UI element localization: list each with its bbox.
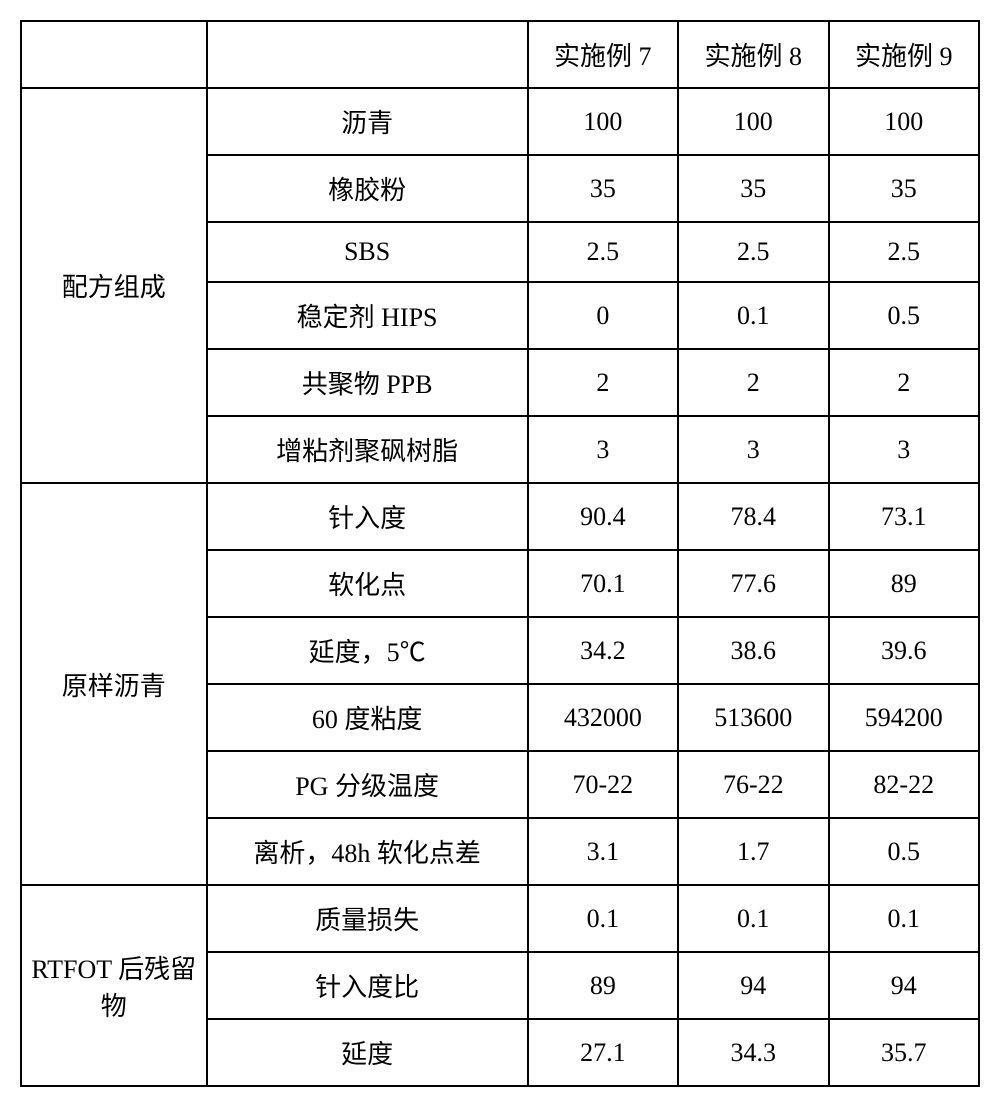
value-cell: 35 bbox=[678, 155, 828, 222]
value-cell: 2 bbox=[678, 349, 828, 416]
value-cell: 2 bbox=[829, 349, 979, 416]
param-cell: 针入度比 bbox=[207, 952, 528, 1019]
value-cell: 89 bbox=[829, 550, 979, 617]
value-cell: 94 bbox=[829, 952, 979, 1019]
value-cell: 73.1 bbox=[829, 483, 979, 550]
param-cell: 稳定剂 HIPS bbox=[207, 282, 528, 349]
value-cell: 0.1 bbox=[678, 282, 828, 349]
value-cell: 90.4 bbox=[528, 483, 678, 550]
value-cell: 38.6 bbox=[678, 617, 828, 684]
value-cell: 35 bbox=[829, 155, 979, 222]
param-cell: 橡胶粉 bbox=[207, 155, 528, 222]
header-col1: 实施例 7 bbox=[528, 21, 678, 88]
table-header-row: 实施例 7 实施例 8 实施例 9 bbox=[21, 21, 979, 88]
value-cell: 432000 bbox=[528, 684, 678, 751]
data-table: 实施例 7 实施例 8 实施例 9 配方组成 沥青 100 100 100 橡胶… bbox=[20, 20, 980, 1087]
param-cell: 离析，48h 软化点差 bbox=[207, 818, 528, 885]
value-cell: 0.1 bbox=[829, 885, 979, 952]
param-cell: 针入度 bbox=[207, 483, 528, 550]
value-cell: 0.5 bbox=[829, 818, 979, 885]
value-cell: 2.5 bbox=[829, 222, 979, 282]
value-cell: 2.5 bbox=[528, 222, 678, 282]
value-cell: 594200 bbox=[829, 684, 979, 751]
group-label: 原样沥青 bbox=[21, 483, 207, 885]
value-cell: 0 bbox=[528, 282, 678, 349]
value-cell: 3 bbox=[528, 416, 678, 483]
value-cell: 94 bbox=[678, 952, 828, 1019]
value-cell: 77.6 bbox=[678, 550, 828, 617]
value-cell: 100 bbox=[829, 88, 979, 155]
value-cell: 3 bbox=[829, 416, 979, 483]
value-cell: 3 bbox=[678, 416, 828, 483]
param-cell: PG 分级温度 bbox=[207, 751, 528, 818]
param-cell: 质量损失 bbox=[207, 885, 528, 952]
group-label: RTFOT 后残留物 bbox=[21, 885, 207, 1086]
param-cell: 60 度粘度 bbox=[207, 684, 528, 751]
group-label: 配方组成 bbox=[21, 88, 207, 483]
value-cell: 35.7 bbox=[829, 1019, 979, 1086]
param-cell: 增粘剂聚砜树脂 bbox=[207, 416, 528, 483]
param-cell: SBS bbox=[207, 222, 528, 282]
param-cell: 延度，5℃ bbox=[207, 617, 528, 684]
value-cell: 513600 bbox=[678, 684, 828, 751]
param-cell: 共聚物 PPB bbox=[207, 349, 528, 416]
value-cell: 100 bbox=[678, 88, 828, 155]
param-cell: 软化点 bbox=[207, 550, 528, 617]
header-col2: 实施例 8 bbox=[678, 21, 828, 88]
param-cell: 沥青 bbox=[207, 88, 528, 155]
table-row: RTFOT 后残留物 质量损失 0.1 0.1 0.1 bbox=[21, 885, 979, 952]
value-cell: 70.1 bbox=[528, 550, 678, 617]
value-cell: 34.3 bbox=[678, 1019, 828, 1086]
header-param bbox=[207, 21, 528, 88]
value-cell: 100 bbox=[528, 88, 678, 155]
value-cell: 39.6 bbox=[829, 617, 979, 684]
value-cell: 0.1 bbox=[528, 885, 678, 952]
value-cell: 89 bbox=[528, 952, 678, 1019]
value-cell: 2 bbox=[528, 349, 678, 416]
value-cell: 2.5 bbox=[678, 222, 828, 282]
value-cell: 35 bbox=[528, 155, 678, 222]
value-cell: 27.1 bbox=[528, 1019, 678, 1086]
value-cell: 82-22 bbox=[829, 751, 979, 818]
param-cell: 延度 bbox=[207, 1019, 528, 1086]
header-col3: 实施例 9 bbox=[829, 21, 979, 88]
value-cell: 0.1 bbox=[678, 885, 828, 952]
value-cell: 1.7 bbox=[678, 818, 828, 885]
value-cell: 34.2 bbox=[528, 617, 678, 684]
value-cell: 76-22 bbox=[678, 751, 828, 818]
value-cell: 0.5 bbox=[829, 282, 979, 349]
value-cell: 3.1 bbox=[528, 818, 678, 885]
table-row: 原样沥青 针入度 90.4 78.4 73.1 bbox=[21, 483, 979, 550]
header-group bbox=[21, 21, 207, 88]
value-cell: 78.4 bbox=[678, 483, 828, 550]
table-row: 配方组成 沥青 100 100 100 bbox=[21, 88, 979, 155]
value-cell: 70-22 bbox=[528, 751, 678, 818]
